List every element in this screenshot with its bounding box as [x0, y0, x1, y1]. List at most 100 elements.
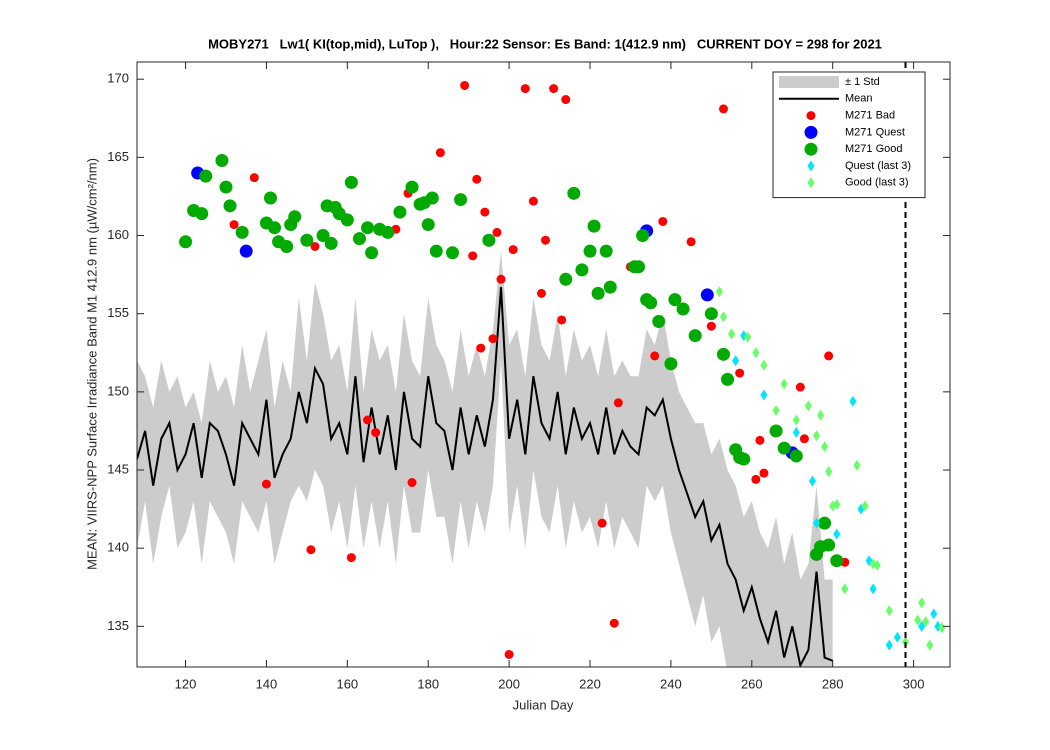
- legend-swatch: [807, 160, 815, 172]
- x-tick-label: 280: [822, 676, 844, 691]
- point: [268, 221, 282, 235]
- point: [668, 293, 682, 307]
- point: [504, 649, 514, 659]
- point: [752, 347, 760, 359]
- point: [583, 244, 597, 258]
- point: [454, 193, 468, 207]
- point: [869, 583, 877, 595]
- point: [789, 449, 803, 463]
- point: [885, 605, 893, 617]
- point: [482, 233, 496, 247]
- point: [652, 315, 666, 329]
- point: [199, 169, 213, 183]
- point: [902, 636, 910, 648]
- point: [599, 244, 613, 258]
- point: [792, 414, 800, 426]
- legend-swatch: [804, 125, 818, 139]
- y-tick-label: 150: [107, 383, 129, 398]
- y-tick-label: 165: [107, 149, 129, 164]
- point: [239, 244, 253, 258]
- point: [841, 583, 849, 595]
- point: [381, 225, 395, 239]
- point: [361, 221, 375, 235]
- x-tick-label: 220: [579, 676, 601, 691]
- point: [587, 219, 601, 233]
- point: [344, 175, 358, 189]
- point: [686, 237, 696, 247]
- point: [492, 227, 502, 237]
- point: [549, 84, 559, 94]
- point: [824, 351, 834, 361]
- point: [926, 639, 934, 651]
- axes-box: [136, 61, 951, 668]
- legend-swatch: [806, 111, 816, 121]
- point: [808, 475, 816, 487]
- point: [609, 618, 619, 628]
- point: [179, 235, 193, 249]
- plot-layer: [137, 62, 946, 667]
- point: [728, 328, 736, 340]
- point: [575, 263, 589, 277]
- point: [476, 343, 486, 353]
- point: [567, 186, 581, 200]
- legend-label: M271 Bad: [845, 110, 895, 122]
- point: [324, 236, 338, 250]
- point: [541, 235, 551, 245]
- point: [472, 174, 482, 184]
- axes-layer: 120 140 160 180 200 220 240 260 280 300 135 140 145 1…: [107, 62, 950, 691]
- y-tick-label: 135: [107, 618, 129, 633]
- point: [280, 239, 294, 253]
- legend-label: M271 Quest: [845, 126, 905, 138]
- y-axis-label: MEAN: VIIRS-NPP Surface Irradiance Band …: [84, 158, 99, 570]
- point: [706, 321, 716, 331]
- legend-label: ± 1 Std: [845, 76, 880, 88]
- point: [352, 232, 366, 246]
- point: [721, 372, 735, 386]
- point: [769, 424, 783, 438]
- point: [938, 622, 946, 634]
- x-tick-label: 120: [175, 676, 197, 691]
- point: [195, 207, 209, 221]
- point: [603, 280, 617, 294]
- point: [636, 229, 650, 243]
- point: [818, 516, 832, 530]
- point: [744, 331, 752, 343]
- point: [688, 329, 702, 343]
- point: [760, 389, 768, 401]
- point: [813, 430, 821, 442]
- point: [873, 559, 881, 571]
- point: [644, 296, 658, 310]
- point: [650, 351, 660, 361]
- point: [780, 378, 788, 390]
- point: [632, 260, 646, 274]
- point: [719, 311, 727, 323]
- point: [480, 207, 490, 217]
- x-tick-label: 140: [256, 676, 278, 691]
- point: [435, 148, 445, 158]
- point: [300, 233, 314, 247]
- point: [229, 220, 239, 230]
- point: [371, 428, 381, 438]
- point: [664, 357, 678, 371]
- point: [561, 95, 571, 105]
- point: [833, 528, 841, 540]
- point: [861, 500, 869, 512]
- point: [488, 334, 498, 344]
- legend-box: [772, 71, 926, 199]
- x-tick-label: 260: [741, 676, 763, 691]
- point: [825, 466, 833, 478]
- point: [393, 205, 407, 219]
- point: [407, 478, 417, 488]
- point: [772, 405, 780, 417]
- y-tick-label: 155: [107, 305, 129, 320]
- point: [822, 538, 836, 552]
- legend-swatch: [804, 142, 818, 156]
- point: [445, 246, 459, 260]
- point: [700, 288, 714, 302]
- point: [804, 400, 812, 412]
- point: [405, 180, 419, 194]
- point: [715, 286, 723, 298]
- point: [316, 229, 330, 243]
- point: [528, 196, 538, 206]
- y-tick-label: 145: [107, 461, 129, 476]
